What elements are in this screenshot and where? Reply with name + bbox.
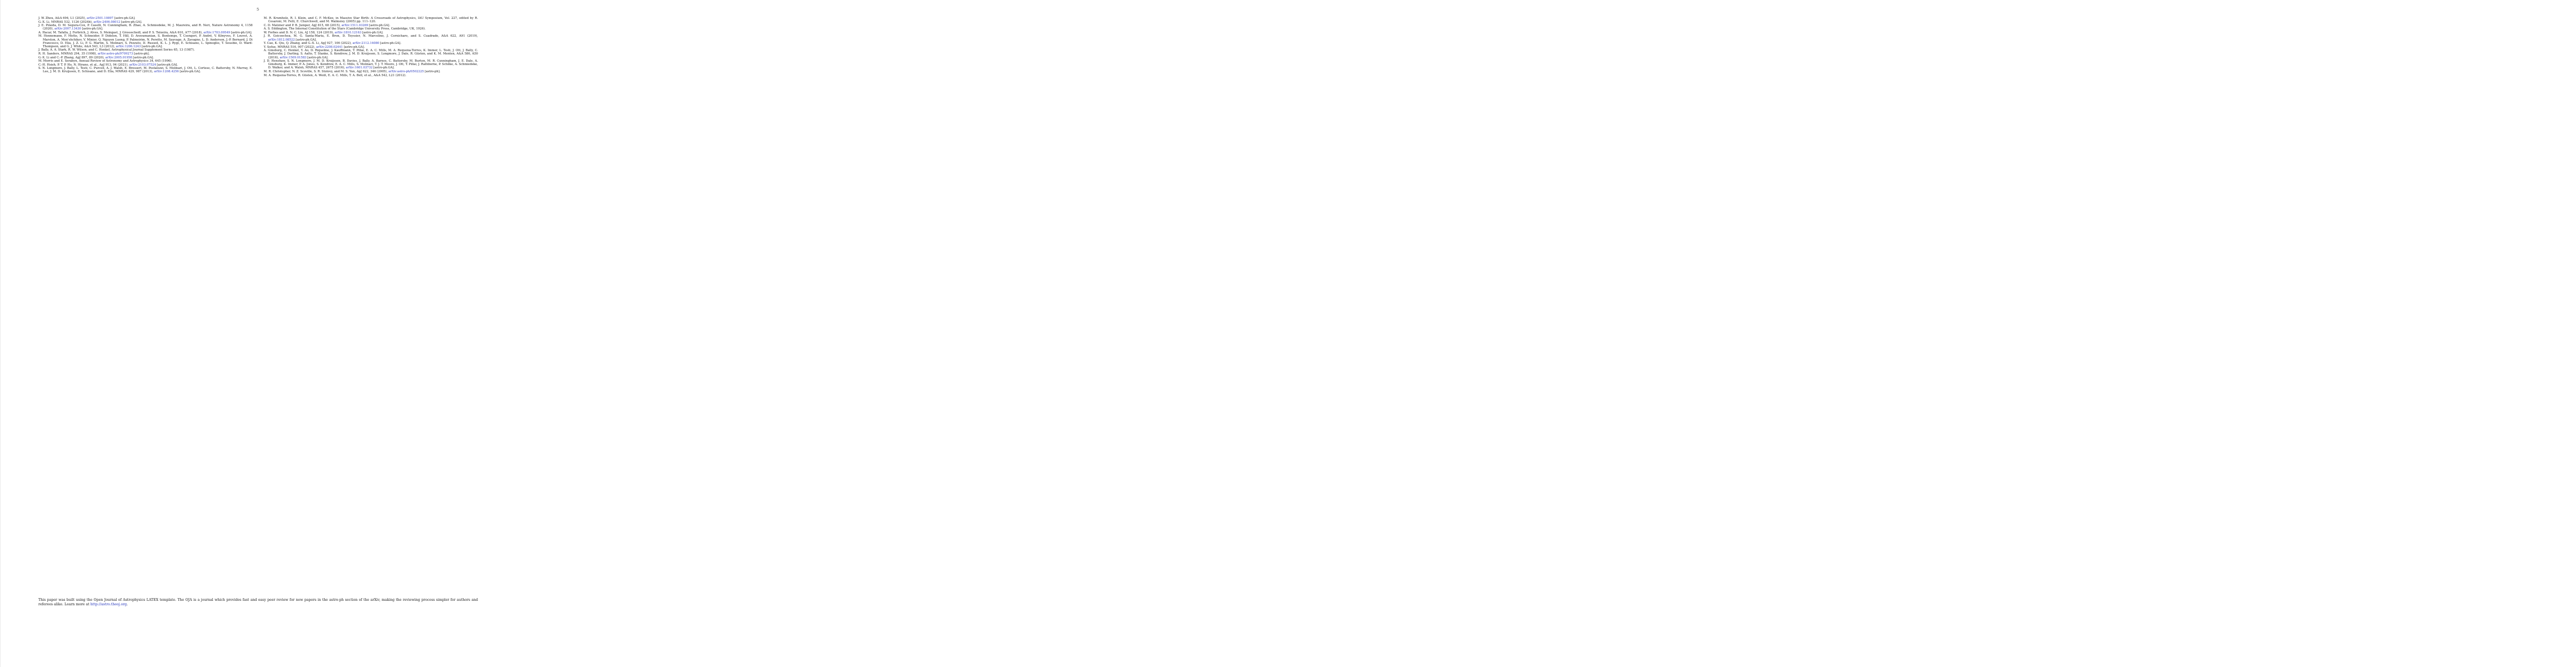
- reference-item: J. R. Goicoechea, M. G. Santa-Maria, E. …: [263, 34, 479, 42]
- citation-link[interactable]: arXiv:1601.03732: [346, 66, 373, 70]
- reference-item: S. N. Longmore, J. Bally, L. Testi, C. P…: [38, 67, 253, 74]
- reference-item: M. Morris and E. Serabyn, Annual Review …: [38, 59, 173, 63]
- citation-link[interactable]: arXiv:2501.10897: [87, 17, 114, 20]
- citation-link[interactable]: arXiv:1703.09549: [203, 31, 231, 34]
- reference-item: G.-X. Li, MNRAS 532, 1126 (2024b), arXiv…: [38, 20, 142, 24]
- citation-link[interactable]: arXiv:1810.12163: [335, 31, 362, 34]
- reference-item: A. Ginsburg, C. Henkel, Y. Ao, D. Riquel…: [263, 49, 479, 59]
- reference-item: J. E. Pineda, D. M. Segura-Cox, P. Casel…: [38, 24, 253, 31]
- page-5: 5 J. W. Zhou, A&A 694, L1 (2025), arXiv:…: [0, 0, 515, 667]
- citation-link[interactable]: arXiv:astro-ph/0502225: [388, 69, 424, 73]
- citation-link[interactable]: arXiv:2406.08012: [93, 20, 121, 24]
- page-5-content: J. W. Zhou, A&A 694, L1 (2025), arXiv:25…: [38, 14, 478, 77]
- citation-link[interactable]: arXiv:1509.01583: [280, 56, 307, 59]
- citation-link[interactable]: arXiv:2103.07524: [129, 63, 156, 67]
- citation-link[interactable]: arXiv:1208.4256: [154, 70, 179, 74]
- citation-link[interactable]: arXiv:1206.1243: [116, 44, 141, 48]
- reference-item: Y. Cao, K. Qiu, Q. Zhang, and G.-X. Li, …: [263, 42, 401, 46]
- reference-item: G.-X. Li and C.-P. Zhang, ApJ 897, 89 (2…: [38, 56, 155, 59]
- references-column-left: J. W. Zhou, A&A 694, L1 (2025), arXiv:25…: [38, 17, 253, 77]
- citation-link[interactable]: arXiv:astro-ph/9709273: [97, 52, 133, 56]
- page-number: 5: [256, 7, 260, 12]
- citation-link[interactable]: http://astro.theoj.org: [90, 602, 127, 606]
- oja-template-note: This paper was built using the Open Jour…: [38, 598, 478, 606]
- reference-item: J. D. Henshaw, S. N. Longmore, J. M. D. …: [263, 59, 479, 70]
- references-columns: J. W. Zhou, A&A 694, L1 (2025), arXiv:25…: [38, 17, 478, 77]
- citation-link[interactable]: arXiv:2007.13430: [54, 27, 81, 31]
- reference-item: C.-H. Hsieh, P. T. P. Ho, N. Hirano, et …: [38, 63, 178, 67]
- reference-item: M. A. Requena-Torres, R. Güsten, A. Weiß…: [263, 73, 406, 77]
- citation-link[interactable]: arXiv:2112.14080: [352, 42, 380, 46]
- reference-item: M. R. Krumholz, R. I. Klein, and C. F. M…: [263, 17, 479, 24]
- reference-item: A. Hacar, M. Tafalla, J. Forbrich, J. Al…: [38, 31, 252, 34]
- reference-item: R. H. Sanders, MNRAS 294, 35 (1998), arX…: [38, 52, 150, 56]
- citation-link[interactable]: arXiv:2208.02441: [316, 45, 343, 49]
- citation-link[interactable]: arXiv:1812.08522: [268, 38, 295, 42]
- reference-item: M. R. Christopher, N. Z. Scoville, S. R.…: [263, 69, 441, 73]
- reference-item: C. D. Matzner and P. B. Jumper, ApJ 815,…: [263, 23, 391, 27]
- reference-item: Y. Sofue, MNRAS 516, 907 (2022), arXiv:2…: [263, 45, 365, 49]
- reference-item: J. W. Zhou, A&A 694, L1 (2025), arXiv:25…: [38, 17, 136, 20]
- reference-item: M. Hennemann, F. Motte, N. Schneider, P.…: [38, 34, 253, 48]
- citation-link[interactable]: arXiv:1511.03269: [341, 23, 368, 27]
- reference-item: W. Forbes and D. N. C. Lin, AJ 158, 124 …: [263, 31, 383, 34]
- reference-item: A. S. Eddington, The Internal Constituti…: [263, 27, 426, 31]
- references-column-right: M. R. Krumholz, R. I. Klein, and C. F. M…: [264, 17, 479, 77]
- reference-item: J. Bally, A. A. Stark, R. W. Wilson, and…: [38, 48, 195, 52]
- citation-link[interactable]: arXiv:2005.01958: [105, 56, 132, 59]
